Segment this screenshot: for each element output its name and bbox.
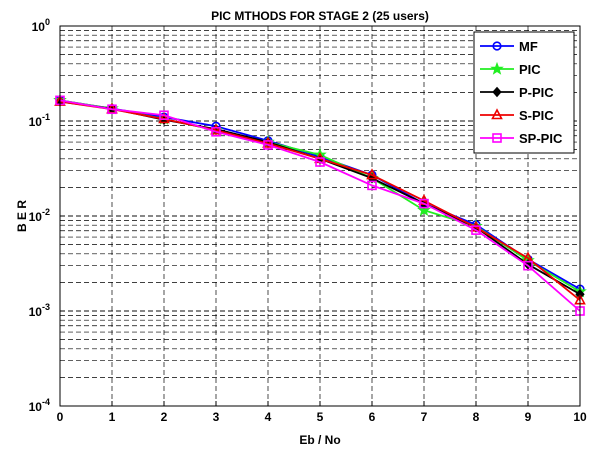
legend: MF PIC P-PIC S-PIC SP-PIC (473, 31, 575, 154)
x-tick-label: 0 (57, 410, 64, 424)
marker-triangle (262, 136, 274, 148)
x-tick-label: 10 (573, 410, 587, 424)
x-tick-label: 4 (265, 410, 272, 424)
marker-square (159, 110, 169, 121)
legend-item-sp-pic: SP-PIC (480, 131, 563, 146)
x-tick-label: 6 (369, 410, 376, 424)
x-tick-label: 1 (109, 410, 116, 424)
x-tick-label: 3 (213, 410, 220, 424)
marker-square (211, 126, 221, 137)
legend-item-p-pic: P-PIC (480, 85, 554, 100)
x-axis-label: Eb / No (299, 433, 340, 447)
legend-item-mf: MF (480, 39, 538, 54)
marker-triangle (158, 112, 170, 124)
chart-title: PIC MTHODS FOR STAGE 2 (25 users) (211, 9, 429, 23)
x-tick-label: 5 (317, 410, 324, 424)
x-tick-label: 2 (161, 410, 168, 424)
series-line (59, 99, 581, 312)
x-tick-label: 7 (421, 410, 428, 424)
marker-square (419, 198, 429, 209)
legend-label: MF (519, 39, 538, 54)
y-axis-label: B E R (15, 200, 29, 232)
legend-item-pic: PIC (480, 61, 541, 77)
marker-square (107, 104, 117, 115)
legend-label: P-PIC (519, 85, 554, 100)
marker-triangle (491, 108, 503, 120)
marker-square (367, 180, 377, 191)
marker-triangle (366, 168, 378, 180)
marker-square (523, 260, 533, 271)
legend-label: SP-PIC (519, 131, 563, 146)
x-tick-label: 9 (525, 410, 532, 424)
legend-label: S-PIC (519, 108, 554, 123)
marker-square (471, 225, 481, 235)
x-tick-label: 8 (473, 410, 480, 424)
x-axis-ticks: 0 1 2 3 4 5 6 7 8 9 10 (57, 401, 587, 424)
legend-label: PIC (519, 62, 541, 77)
marker-star (490, 61, 504, 75)
marker-triangle (210, 123, 222, 135)
marker-square (492, 133, 502, 143)
marker-square (263, 140, 273, 150)
marker-diamond (492, 86, 502, 98)
marker-circle (492, 41, 502, 51)
legend-item-s-pic: S-PIC (480, 108, 554, 123)
marker-square (315, 157, 325, 167)
